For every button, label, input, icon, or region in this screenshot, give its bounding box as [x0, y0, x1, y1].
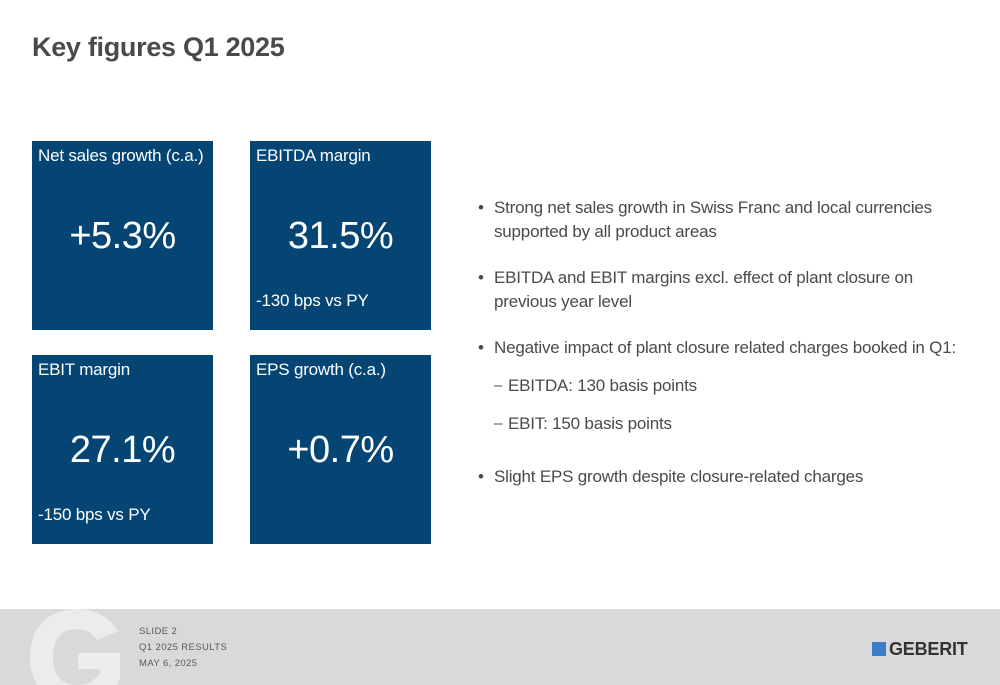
tile-label: Net sales growth (c.a.) [38, 146, 204, 165]
bullet-text: previous year level [494, 292, 632, 311]
kpi-tile-net-sales-growth: Net sales growth (c.a.) +5.3% [32, 141, 213, 330]
bullet-dot: • [478, 467, 484, 486]
bullet-text: Strong net sales growth in Swiss Franc a… [494, 198, 932, 217]
kpi-tile-eps-growth: EPS growth (c.a.) +0.7% [250, 355, 431, 544]
bullet-dot: • [478, 198, 484, 217]
bullet-text: Negative impact of plant closure related… [494, 338, 956, 357]
tile-value: +0.7% [287, 429, 394, 471]
logo-text: GEBERIT [889, 639, 968, 659]
tile-value: 31.5% [287, 215, 394, 257]
kpi-tile-ebit-margin: EBIT margin 27.1% -150 bps vs PY [32, 355, 213, 544]
tile-label: EPS growth (c.a.) [256, 360, 386, 379]
kpi-tile-ebitda-margin: EBITDA margin 31.5% -130 bps vs PY [250, 141, 431, 330]
sub-bullet-text: EBIT: 150 basis points [508, 414, 672, 433]
tile-subtext: -150 bps vs PY [38, 505, 151, 524]
sub-bullet-text: EBITDA: 130 basis points [508, 376, 697, 395]
slide-number: SLIDE 2 [139, 626, 178, 637]
footer-meta: SLIDE 2 Q1 2025 RESULTS MAY 6, 2025 [139, 624, 227, 672]
tile-value: 27.1% [69, 429, 176, 471]
bullet-text: EBITDA and EBIT margins excl. effect of … [494, 268, 914, 287]
page-title: Key figures Q1 2025 [32, 32, 285, 62]
footer-bar: SLIDE 2 Q1 2025 RESULTS MAY 6, 2025 GEBE… [0, 609, 1000, 685]
report-date: MAY 6, 2025 [139, 658, 198, 669]
tile-label: EBITDA margin [256, 146, 371, 165]
bullet-text: supported by all product areas [494, 222, 717, 241]
bullet-text: Slight EPS growth despite closure-relate… [494, 467, 864, 486]
logo-square-icon [872, 642, 886, 656]
dash-marker: – [494, 377, 503, 394]
tile-label: EBIT margin [38, 360, 130, 379]
dash-marker: – [494, 415, 503, 432]
tile-subtext: -130 bps vs PY [256, 291, 369, 310]
tile-value: +5.3% [69, 215, 176, 257]
report-name: Q1 2025 RESULTS [139, 642, 228, 653]
bullet-dot: • [478, 268, 484, 287]
bullet-dot: • [478, 338, 484, 357]
g-watermark-icon [30, 609, 120, 685]
